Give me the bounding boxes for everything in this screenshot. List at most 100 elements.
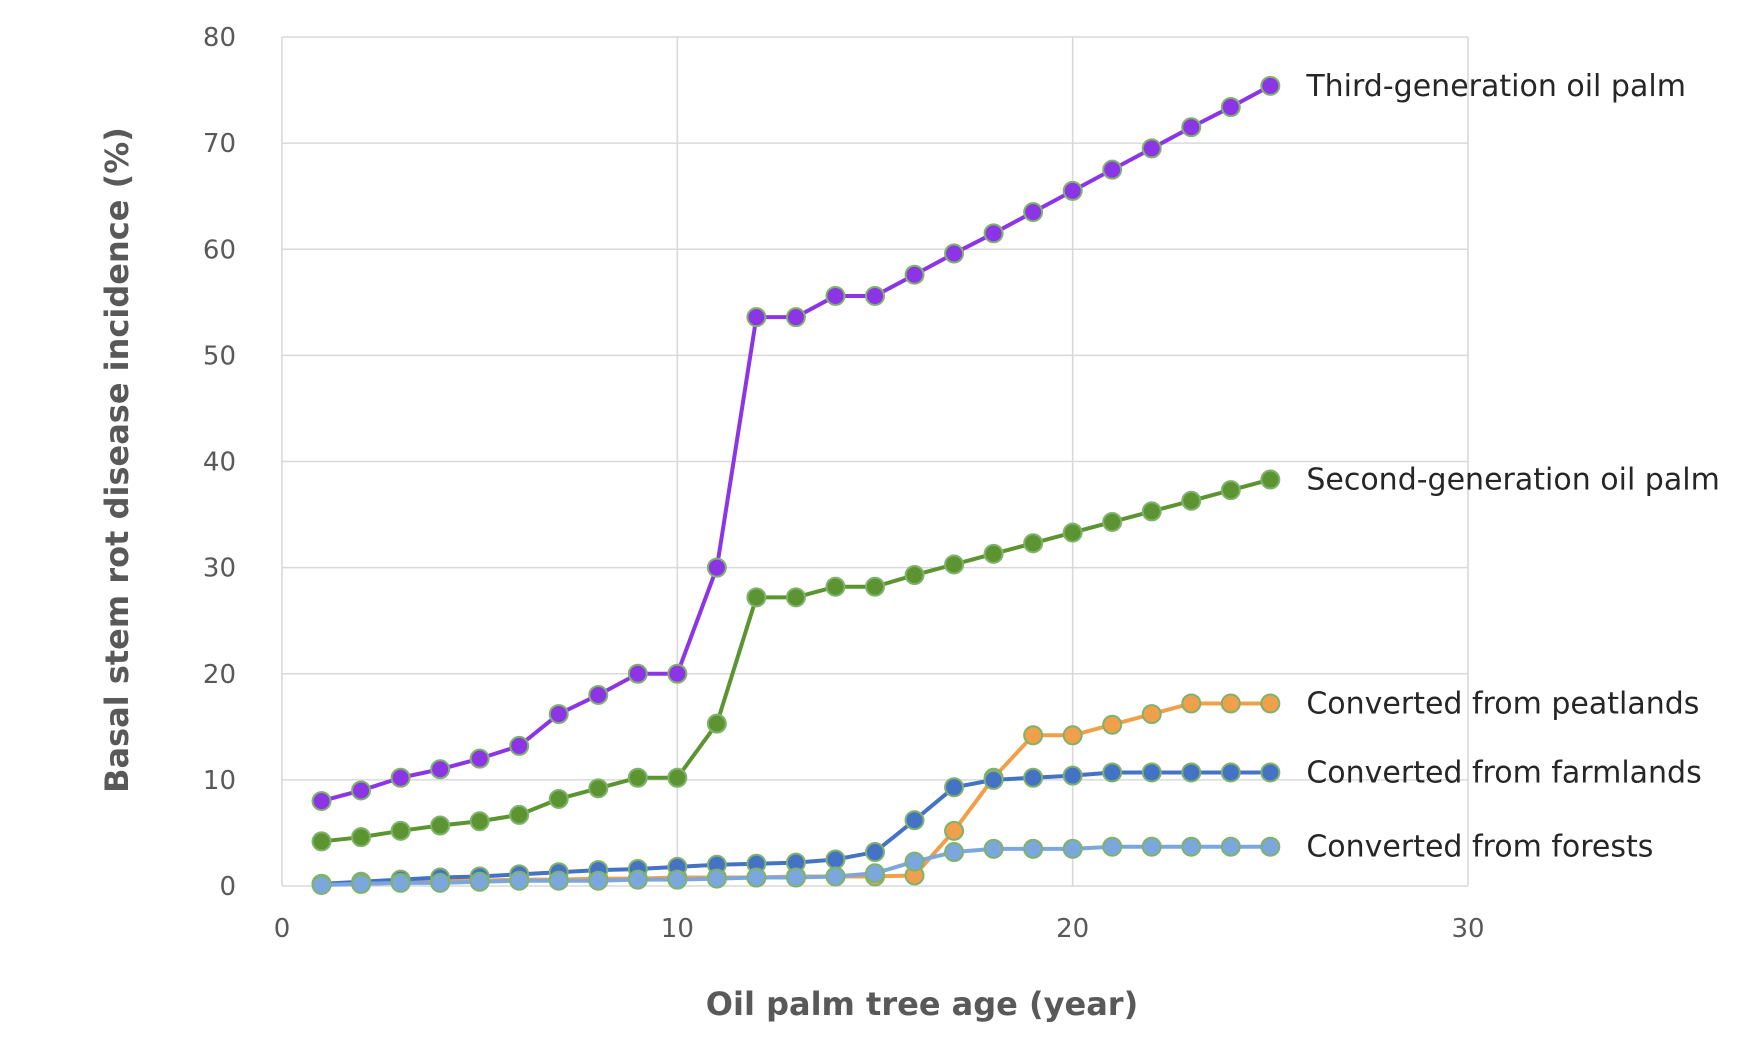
data-point xyxy=(1260,762,1281,783)
data-point xyxy=(1102,836,1123,857)
data-point xyxy=(1220,480,1241,501)
data-point xyxy=(785,307,806,328)
data-point xyxy=(1062,725,1083,746)
data-point xyxy=(746,867,767,888)
data-point xyxy=(944,777,965,798)
gridlines xyxy=(281,36,1469,887)
data-point xyxy=(1220,836,1241,857)
data-point xyxy=(1181,117,1202,138)
data-point xyxy=(667,869,688,890)
data-point xyxy=(1062,838,1083,859)
series-label: Converted from farmlands xyxy=(1306,755,1701,790)
data-point xyxy=(627,663,648,684)
data-point xyxy=(1141,704,1162,725)
y-axis-title: Basal stem rot disease incidence (%) xyxy=(98,127,136,793)
data-point xyxy=(1102,511,1123,532)
x-tick-label: 10 xyxy=(661,914,694,944)
data-point xyxy=(1062,180,1083,201)
data-point xyxy=(706,557,727,578)
data-point xyxy=(430,815,451,836)
x-tick-label: 0 xyxy=(274,914,291,944)
data-point xyxy=(944,243,965,264)
data-point xyxy=(1023,767,1044,788)
series-end-labels: Converted from peatlands Converted from f… xyxy=(1305,69,1719,865)
data-point xyxy=(944,842,965,863)
data-point xyxy=(904,264,925,285)
data-point xyxy=(1102,159,1123,180)
data-point xyxy=(1141,836,1162,857)
data-point xyxy=(1181,762,1202,783)
series-label: Third-generation oil palm xyxy=(1305,69,1686,104)
data-point xyxy=(825,866,846,887)
y-tick-label: 20 xyxy=(203,660,236,690)
data-point xyxy=(588,778,609,799)
data-point xyxy=(430,872,451,893)
data-point xyxy=(904,810,925,831)
data-point xyxy=(311,831,332,852)
data-point xyxy=(706,713,727,734)
data-point xyxy=(548,870,569,891)
data-point xyxy=(1062,522,1083,543)
data-point xyxy=(390,872,411,893)
y-tick-label: 10 xyxy=(203,766,236,796)
series-second-generation-oil-palm xyxy=(311,469,1281,852)
data-point xyxy=(1260,75,1281,96)
data-point xyxy=(588,870,609,891)
series-line xyxy=(321,84,1272,804)
data-point xyxy=(825,285,846,306)
data-point xyxy=(509,870,530,891)
data-point xyxy=(1220,97,1241,118)
x-tick-label: 20 xyxy=(1056,914,1089,944)
series-converted-from-forests xyxy=(311,836,1281,895)
data-point xyxy=(983,838,1004,859)
x-axis-title: Oil palm tree age (year) xyxy=(706,985,1138,1023)
data-point xyxy=(1181,836,1202,857)
data-point xyxy=(1102,762,1123,783)
data-point xyxy=(904,565,925,586)
y-tick-label: 80 xyxy=(203,23,236,53)
data-point xyxy=(1141,762,1162,783)
data-point xyxy=(588,684,609,705)
data-point xyxy=(1141,138,1162,159)
data-point xyxy=(1220,762,1241,783)
data-point xyxy=(667,767,688,788)
series-label: Converted from peatlands xyxy=(1306,686,1699,721)
data-point xyxy=(1181,693,1202,714)
data-point xyxy=(627,869,648,890)
data-point xyxy=(865,842,885,863)
data-point xyxy=(548,788,569,809)
y-tick-label: 0 xyxy=(219,872,236,902)
data-point xyxy=(1102,714,1123,735)
data-point xyxy=(390,767,411,788)
y-tick-label: 40 xyxy=(203,448,236,478)
data-point xyxy=(746,587,767,608)
series-label: Converted from forests xyxy=(1306,830,1653,865)
data-point xyxy=(983,543,1004,564)
data-point xyxy=(1062,765,1083,786)
data-point xyxy=(351,780,372,801)
data-point xyxy=(351,827,372,848)
data-point xyxy=(865,576,885,597)
data-point xyxy=(469,748,490,769)
data-point xyxy=(1260,693,1281,714)
x-tick-labels: 0 10 20 30 xyxy=(274,914,1485,944)
data-point xyxy=(430,759,451,780)
y-tick-label: 70 xyxy=(203,129,236,159)
data-point xyxy=(548,704,569,725)
data-point xyxy=(469,811,490,832)
data-point xyxy=(390,820,411,841)
data-point xyxy=(825,576,846,597)
data-point xyxy=(509,735,530,756)
data-point xyxy=(1220,693,1241,714)
data-point xyxy=(865,285,885,306)
data-point xyxy=(311,874,332,895)
data-point xyxy=(983,223,1004,244)
data-point xyxy=(469,871,490,892)
data-point xyxy=(1023,838,1044,859)
data-point xyxy=(904,851,925,872)
data-point xyxy=(706,868,727,889)
data-point xyxy=(1181,490,1202,511)
y-tick-labels: 0 10 20 30 40 50 60 70 80 xyxy=(203,23,236,902)
data-point xyxy=(667,663,688,684)
